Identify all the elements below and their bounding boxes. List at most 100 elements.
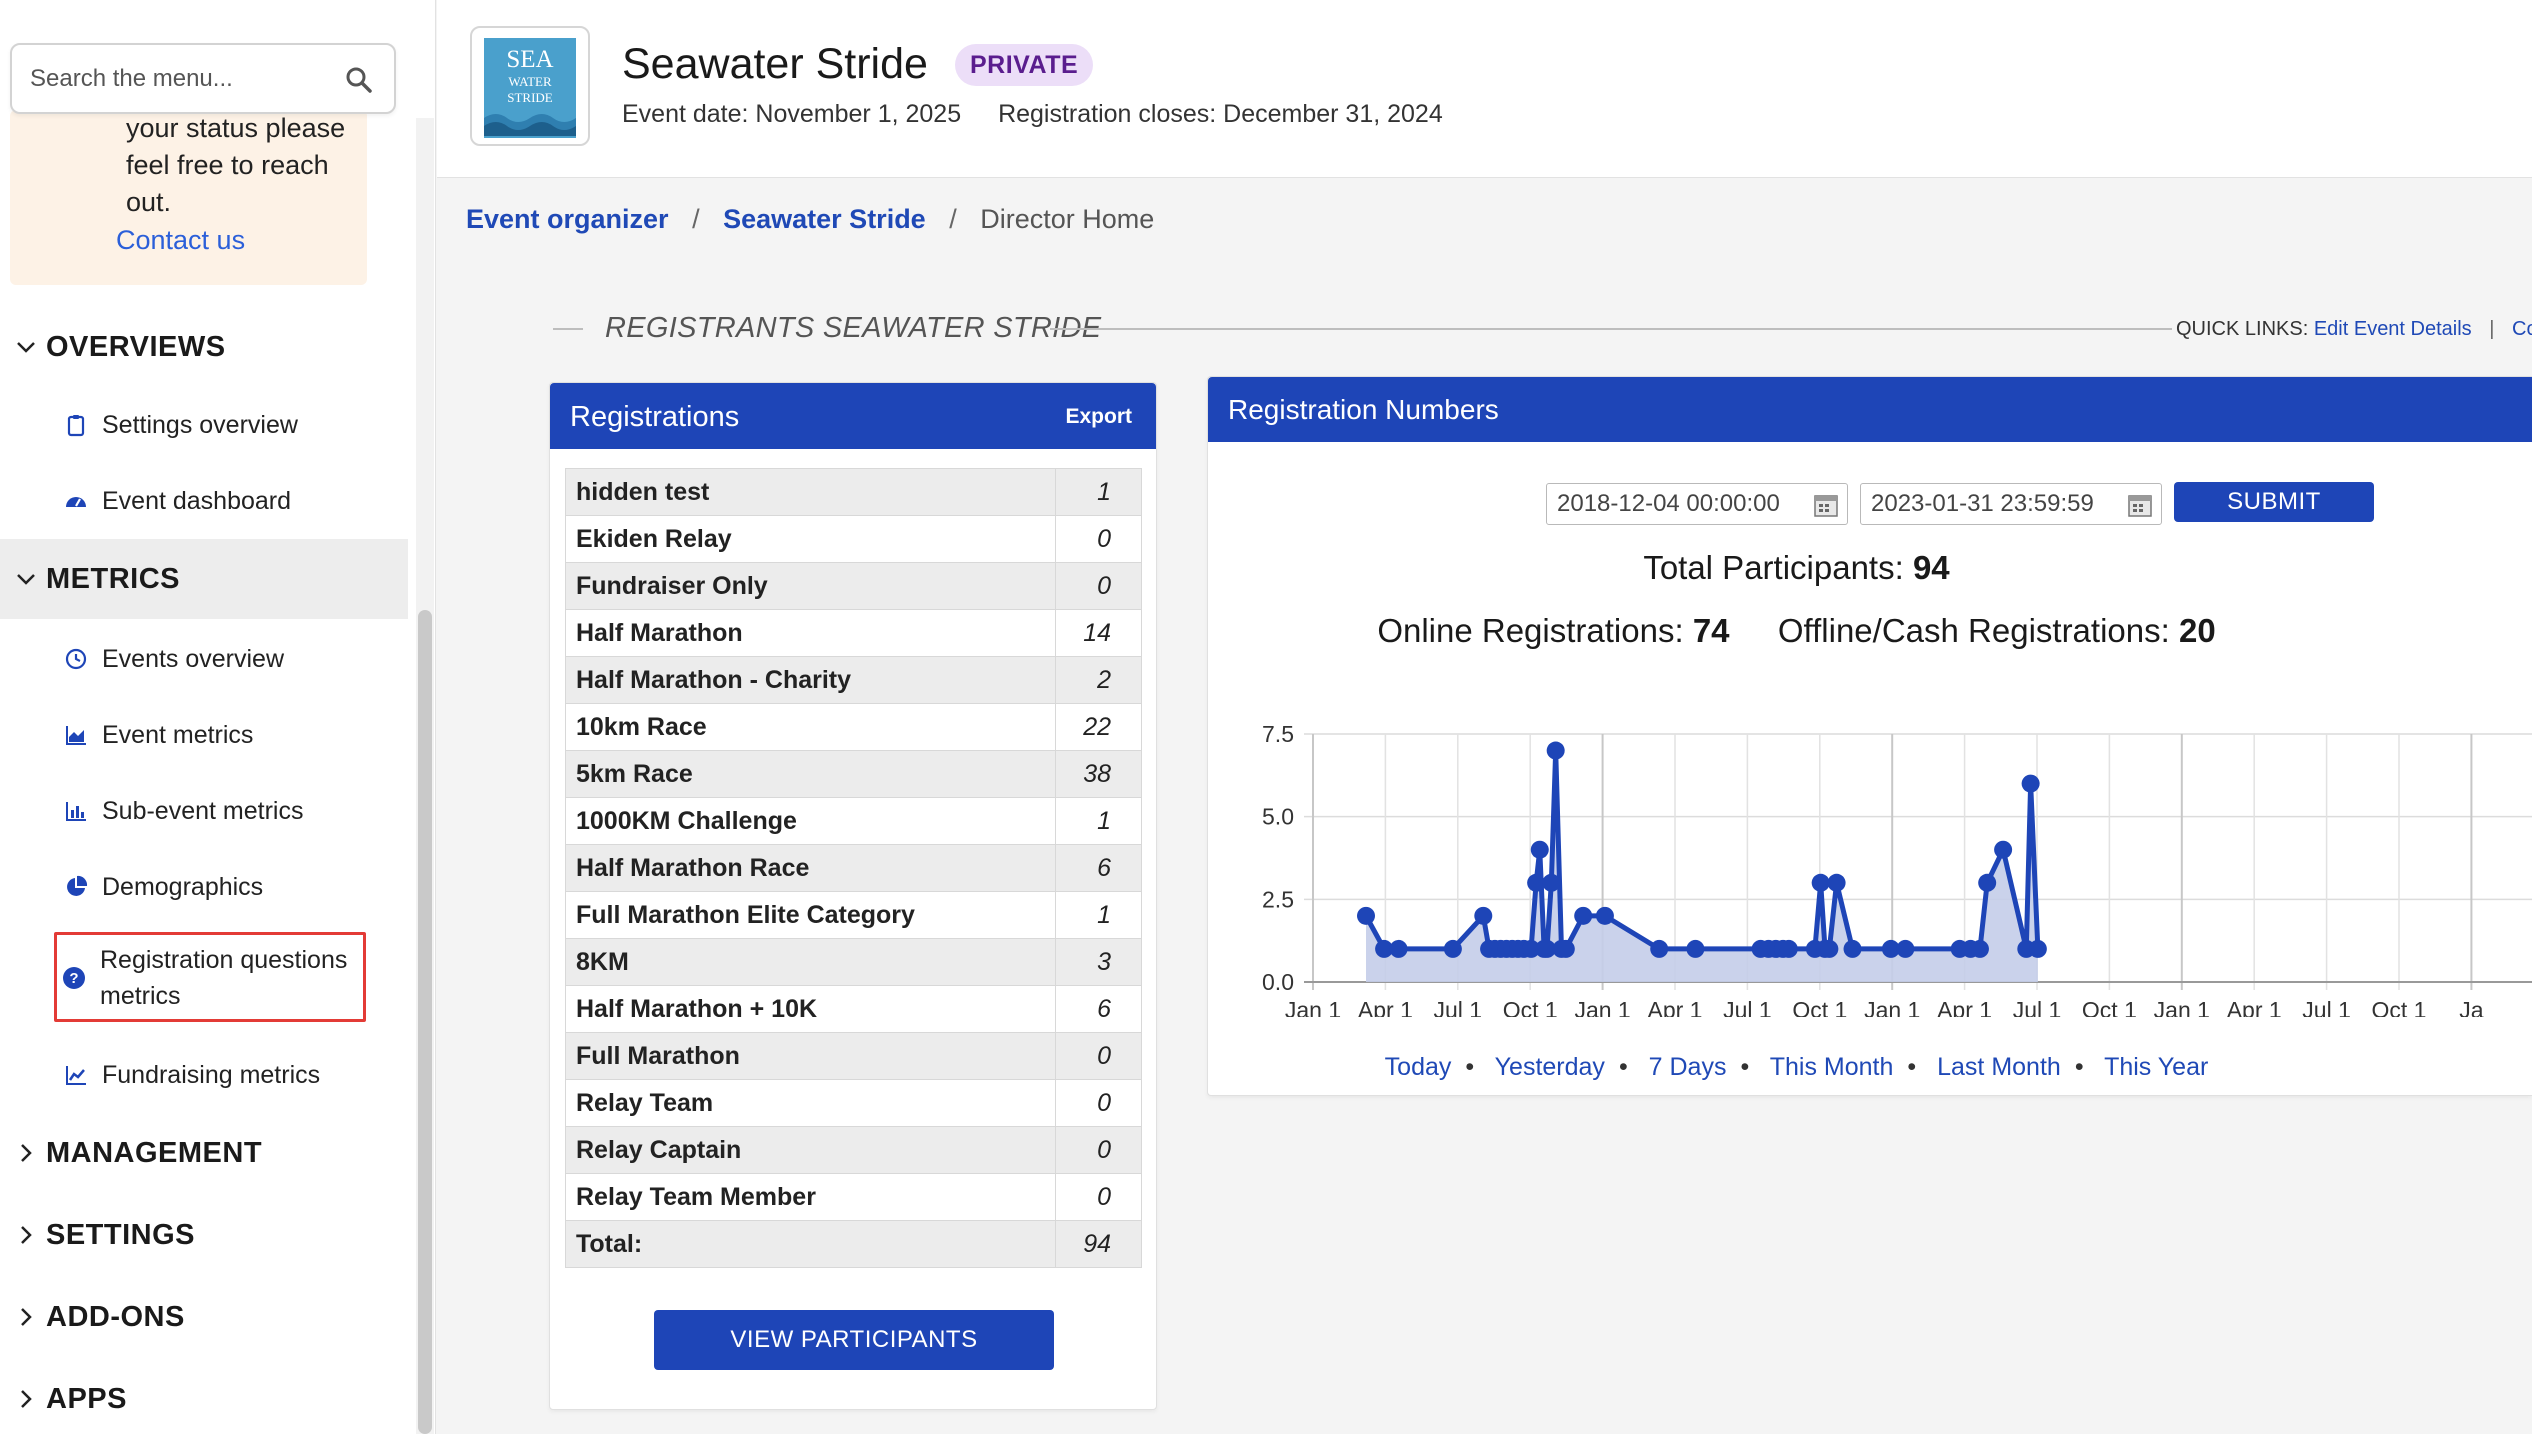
registrations-title: Registrations: [570, 401, 740, 433]
row-count: 1: [1055, 468, 1142, 516]
table-row: Full Marathon Elite Category 1: [565, 891, 1142, 939]
contact-us-link[interactable]: Contact us: [116, 225, 246, 255]
x-tick-label: Jan 1: [1285, 997, 1341, 1017]
x-tick-label: Apr 1: [1648, 997, 1703, 1017]
status-notice: your status please feel free to reach ou…: [10, 110, 367, 285]
divider: [1050, 328, 2172, 330]
range-last-month[interactable]: Last Month: [1937, 1053, 2061, 1081]
registrations-table: hidden test 1 Ekiden Relay 0 Fundraiser On…: [565, 468, 1142, 1268]
table-row: Half Marathon + 10K 6: [565, 985, 1142, 1033]
chevron-right-icon: [21, 1308, 32, 1326]
sidebar-item-sub-event-metrics[interactable]: Sub-event metrics: [64, 786, 303, 836]
table-row: Relay Team 0: [565, 1079, 1142, 1127]
row-count: 0: [1055, 515, 1142, 563]
view-participants-button[interactable]: VIEW PARTICIPANTS: [654, 1310, 1054, 1370]
section-metrics[interactable]: METRICS: [0, 539, 408, 619]
sidebar-item-settings-overview[interactable]: Settings overview: [64, 400, 298, 450]
range-7-days[interactable]: 7 Days: [1648, 1053, 1727, 1081]
data-point: [1530, 840, 1549, 859]
chevron-down-icon: [17, 342, 35, 353]
row-name: Fundraiser Only: [565, 562, 1056, 610]
data-point: [1650, 939, 1669, 958]
logo-line1: SEA: [506, 46, 554, 73]
row-count: 38: [1055, 750, 1142, 798]
table-row: Half Marathon - Charity 2: [565, 656, 1142, 704]
sidebar-item-demographics[interactable]: Demographics: [64, 862, 263, 912]
breadcrumb-event-organizer[interactable]: Event organizer: [466, 204, 669, 234]
sidebar-scrollbar-thumb[interactable]: [418, 610, 432, 1434]
table-row: Half Marathon 14: [565, 609, 1142, 657]
row-count: 14: [1055, 609, 1142, 657]
x-tick-label: Oct 1: [1792, 997, 1847, 1017]
bar-chart-icon: [66, 802, 86, 821]
range-this-month[interactable]: This Month: [1769, 1053, 1894, 1081]
edit-event-details-link[interactable]: Edit Event Details: [2313, 318, 2472, 340]
row-count: 6: [1055, 844, 1142, 892]
section-addons-label: ADD-ONS: [46, 1300, 185, 1333]
y-tick-label: 7.5: [1262, 721, 1294, 747]
data-point: [1474, 906, 1493, 925]
x-tick-label: Apr 1: [2227, 997, 2282, 1017]
table-row: 10km Race 22: [565, 703, 1142, 751]
range-today[interactable]: Today: [1384, 1053, 1452, 1081]
end-date-field[interactable]: 2023-01-31 23:59:59: [1860, 483, 2162, 525]
breadcrumb-current: Director Home: [980, 204, 1155, 234]
sidebar-item-label: Fundraising metrics: [102, 1060, 321, 1089]
notice-text: your status please feel free to reach ou…: [126, 113, 346, 217]
quick-links-label: QUICK LINKS:: [2176, 318, 2309, 340]
data-point: [1827, 873, 1846, 892]
row-count: 6: [1055, 985, 1142, 1033]
data-point: [1546, 741, 1565, 760]
calendar-icon[interactable]: [1813, 492, 1839, 518]
sidebar-item-events-overview[interactable]: Events overview: [64, 634, 284, 684]
range-yesterday[interactable]: Yesterday: [1494, 1053, 1605, 1081]
row-name: Total:: [565, 1220, 1056, 1268]
divider: [553, 328, 583, 330]
breadcrumb-event[interactable]: Seawater Stride: [723, 204, 926, 234]
x-tick-label: Jul 1: [2013, 997, 2062, 1017]
x-tick-label: Ja: [2459, 997, 2484, 1017]
section-overviews[interactable]: OVERVIEWS: [0, 307, 408, 387]
section-settings[interactable]: SETTINGS: [0, 1195, 408, 1275]
submit-button[interactable]: SUBMIT: [2174, 482, 2374, 522]
sidebar-item-label: Event metrics: [102, 720, 254, 749]
section-addons[interactable]: ADD-ONS: [0, 1277, 408, 1357]
data-point: [1522, 939, 1541, 958]
clock-icon: [65, 648, 87, 670]
data-point: [1978, 873, 1997, 892]
event-logo: SEA WATER STRIDE: [484, 38, 576, 138]
export-button[interactable]: Export: [1065, 405, 1132, 428]
offline-label: Offline/Cash Registrations:: [1777, 612, 2170, 649]
registration-numbers-title: Registration Numbers: [1228, 394, 1499, 425]
x-tick-label: Jan 1: [2154, 997, 2210, 1017]
row-count: 0: [1055, 1032, 1142, 1080]
chevron-right-icon: [21, 1144, 32, 1162]
calendar-icon[interactable]: [2127, 492, 2153, 518]
section-apps[interactable]: APPS: [0, 1359, 408, 1434]
y-tick-label: 2.5: [1262, 886, 1294, 912]
end-date-value: 2023-01-31 23:59:59: [1871, 490, 2094, 517]
row-name: Relay Captain: [565, 1126, 1056, 1174]
section-management-label: MANAGEMENT: [46, 1136, 263, 1169]
x-tick-label: Oct 1: [2372, 997, 2427, 1017]
section-metrics-label: METRICS: [46, 562, 180, 595]
search-icon[interactable]: [344, 65, 374, 95]
copy-link[interactable]: Copy: [2512, 318, 2532, 340]
section-management[interactable]: MANAGEMENT: [0, 1113, 408, 1193]
registration-numbers-panel: Registration Numbers 2018-12-04 00:00:00…: [1207, 376, 2532, 1096]
range-this-year[interactable]: This Year: [2104, 1053, 2209, 1081]
search-input[interactable]: [30, 61, 330, 97]
data-point: [1896, 939, 1915, 958]
sidebar-item-fundraising-metrics[interactable]: Fundraising metrics: [64, 1050, 320, 1100]
sidebar-item-registration-questions-metrics[interactable]: ? Registration questions metrics: [63, 940, 370, 1016]
sidebar-item-label: Events overview: [102, 644, 285, 673]
sidebar-item-event-metrics[interactable]: Event metrics: [64, 710, 253, 760]
row-name: Full Marathon: [565, 1032, 1056, 1080]
row-count: 0: [1055, 1126, 1142, 1174]
data-point: [1779, 939, 1798, 958]
sidebar-item-event-dashboard[interactable]: Event dashboard: [64, 476, 291, 526]
section-settings-label: SETTINGS: [46, 1218, 196, 1251]
online-label: Online Registrations:: [1377, 612, 1684, 649]
start-date-field[interactable]: 2018-12-04 00:00:00: [1546, 483, 1848, 525]
sidebar-item-label: Registration questions metrics: [100, 946, 348, 1010]
